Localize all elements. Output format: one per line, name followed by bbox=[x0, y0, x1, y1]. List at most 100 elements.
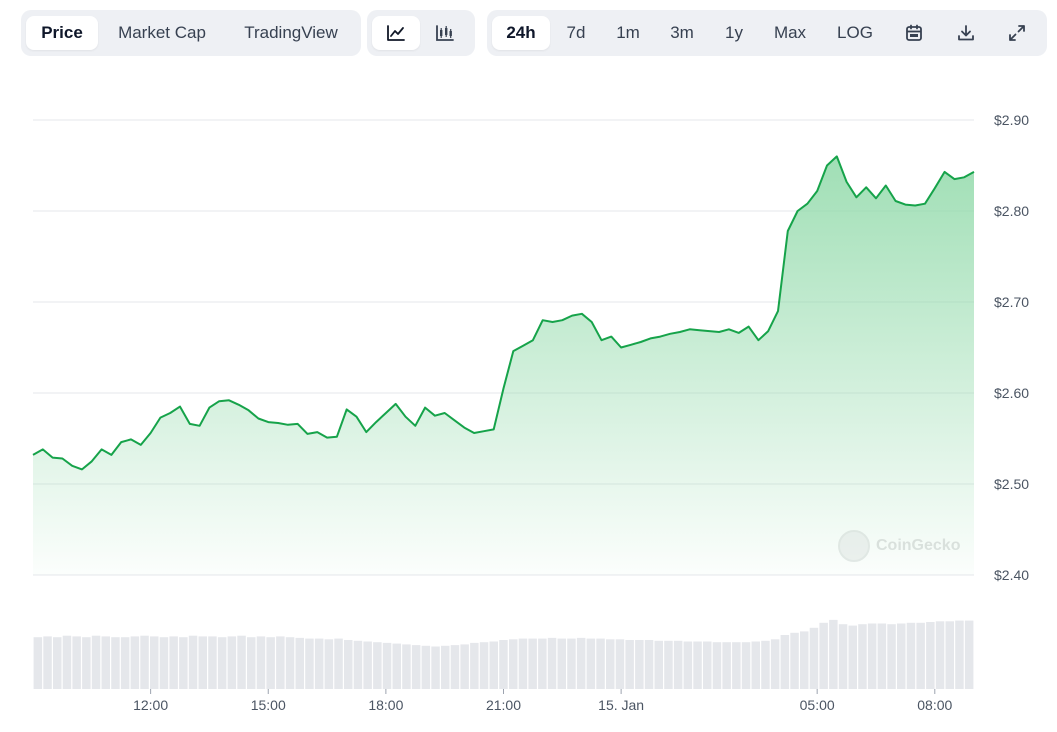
volume-bar bbox=[392, 643, 401, 689]
volume-bar bbox=[91, 635, 101, 689]
volume-bar bbox=[955, 620, 964, 689]
volume-bar bbox=[227, 636, 237, 689]
volume-bar bbox=[431, 646, 440, 689]
volume-bar bbox=[567, 638, 576, 689]
volume-bar bbox=[703, 641, 712, 689]
volume-bar bbox=[557, 638, 566, 689]
x-tick-label: 05:00 bbox=[800, 697, 835, 713]
coingecko-logo-icon bbox=[838, 530, 870, 562]
volume-bar bbox=[402, 644, 411, 689]
tab-range-1m[interactable]: 1m bbox=[616, 23, 640, 42]
volume-bar bbox=[606, 639, 615, 689]
tab-tradingview[interactable]: TradingView bbox=[244, 23, 338, 42]
tab-price[interactable]: Price bbox=[26, 16, 98, 50]
volume-bar bbox=[528, 638, 537, 689]
volume-bar bbox=[576, 637, 586, 689]
download-button[interactable] bbox=[940, 16, 992, 50]
volume-bar bbox=[906, 622, 916, 689]
tab-range-1y[interactable]: 1y bbox=[725, 23, 743, 42]
volume-bar bbox=[470, 642, 479, 689]
volume-bar bbox=[712, 642, 722, 689]
line-chart-icon bbox=[387, 25, 405, 41]
volume-bar bbox=[926, 622, 935, 689]
volume-bar bbox=[586, 638, 596, 689]
x-tick-label: 15:00 bbox=[251, 697, 286, 713]
volume-bar bbox=[858, 624, 867, 689]
tab-range-3m[interactable]: 3m bbox=[670, 23, 694, 42]
tab-log-scale[interactable]: LOG bbox=[837, 23, 873, 42]
y-tick-label: $2.40 bbox=[994, 567, 1029, 583]
volume-bar bbox=[644, 640, 654, 689]
volume-bar bbox=[276, 636, 285, 689]
y-axis: $2.90 $2.80 $2.70 $2.60 $2.50 $2.40 bbox=[994, 112, 1029, 583]
volume-bar bbox=[673, 640, 683, 689]
volume-bar bbox=[479, 642, 489, 689]
tab-market-cap[interactable]: Market Cap bbox=[118, 23, 206, 42]
volume-bar bbox=[72, 636, 81, 689]
tab-range-7d[interactable]: 7d bbox=[566, 23, 586, 42]
volume-bar bbox=[596, 638, 605, 689]
calendar-button[interactable] bbox=[888, 16, 940, 50]
volume-bar bbox=[140, 635, 149, 689]
volume-bar bbox=[499, 640, 508, 689]
fullscreen-button[interactable] bbox=[992, 16, 1042, 50]
volume-bar bbox=[693, 641, 702, 689]
x-tick-label: 12:00 bbox=[133, 697, 168, 713]
volume-bar bbox=[964, 620, 974, 689]
tab-range-24h[interactable]: 24h bbox=[492, 16, 550, 50]
volume-bar bbox=[761, 640, 770, 689]
volume-bar bbox=[741, 642, 751, 689]
volume-bar bbox=[82, 637, 91, 689]
x-tick-label: 18:00 bbox=[368, 697, 403, 713]
volume-bar bbox=[838, 624, 848, 689]
volume-bar bbox=[635, 640, 644, 689]
calendar-icon bbox=[906, 24, 922, 41]
x-tick-label: 08:00 bbox=[917, 697, 952, 713]
y-tick-label: $2.80 bbox=[994, 203, 1029, 219]
volume-bar bbox=[295, 637, 304, 689]
volume-bar bbox=[43, 636, 52, 689]
expand-icon bbox=[1009, 25, 1025, 41]
candlestick-chart-button[interactable] bbox=[420, 16, 470, 50]
volume-bar bbox=[208, 636, 217, 689]
volume-bar bbox=[664, 640, 673, 689]
volume-bar bbox=[314, 638, 324, 689]
volume-bar bbox=[421, 645, 431, 689]
view-tab-group: Price Market Cap TradingView bbox=[21, 10, 361, 56]
volume-bar bbox=[489, 641, 498, 689]
volume-bar bbox=[285, 637, 295, 689]
volume-bar bbox=[819, 622, 828, 689]
volume-bar bbox=[441, 645, 450, 689]
volume-bar bbox=[625, 640, 634, 689]
tab-range-max[interactable]: Max bbox=[773, 23, 807, 42]
volume-bar bbox=[829, 619, 838, 689]
volume-bar bbox=[848, 625, 857, 689]
chart-type-group bbox=[367, 10, 475, 56]
x-tick-label: 21:00 bbox=[486, 697, 521, 713]
candlestick-chart-icon bbox=[436, 25, 454, 41]
volume-bar bbox=[945, 621, 954, 689]
volume-bar bbox=[751, 641, 760, 689]
volume-bar bbox=[615, 639, 625, 689]
y-tick-label: $2.70 bbox=[994, 294, 1029, 310]
volume-bar bbox=[169, 636, 178, 689]
y-tick-label: $2.50 bbox=[994, 476, 1029, 492]
volume-bar bbox=[188, 635, 198, 689]
volume-bar bbox=[62, 635, 72, 689]
volume-bar bbox=[256, 636, 266, 689]
volume-bar bbox=[120, 637, 130, 689]
volume-bar bbox=[916, 622, 925, 689]
line-chart-button[interactable] bbox=[372, 16, 420, 50]
volume-bar bbox=[247, 637, 256, 689]
price-line bbox=[32, 155, 975, 471]
volume-bar bbox=[237, 635, 246, 689]
watermark-text: CoinGecko bbox=[876, 537, 961, 554]
range-tab-group: 24h 7d 1m 3m 1y Max LOG bbox=[487, 10, 1047, 56]
volume-bar bbox=[683, 641, 693, 689]
volume-bar bbox=[722, 642, 731, 689]
volume-bar bbox=[150, 636, 159, 689]
volume-bar bbox=[780, 635, 790, 689]
volume-bar bbox=[353, 640, 363, 689]
volume-bar bbox=[101, 636, 110, 689]
volume-bar bbox=[324, 639, 334, 689]
